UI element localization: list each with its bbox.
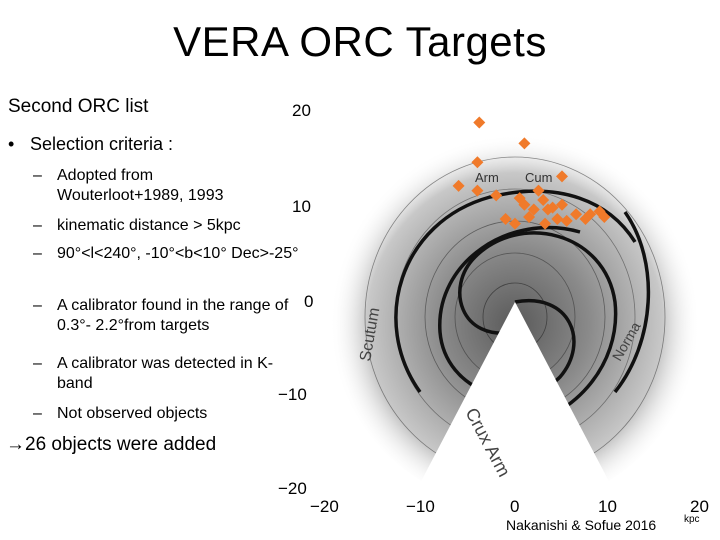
criterion-text: Adopted from Wouterloot+1989, 1993 xyxy=(57,167,224,204)
slide-subtitle: Second ORC list xyxy=(8,96,149,117)
dash-icon: – xyxy=(33,245,42,262)
target-marker xyxy=(570,208,583,221)
criterion-2: – kinematic distance > 5kpc xyxy=(33,216,287,236)
criteria-heading-text: Selection criteria : xyxy=(30,134,174,154)
result-text: →26 objects were added xyxy=(6,434,217,455)
dash-icon: – xyxy=(33,355,42,372)
arm-label: Arm xyxy=(475,170,499,185)
target-marker xyxy=(584,208,597,221)
y-tick: −10 xyxy=(278,385,307,404)
bullet-dot-icon: • xyxy=(8,134,15,154)
target-marker xyxy=(513,192,526,205)
target-marker xyxy=(541,203,554,216)
target-marker xyxy=(509,217,521,230)
y-tick: 0 xyxy=(304,292,313,311)
x-tick: −10 xyxy=(406,497,435,516)
dash-icon: – xyxy=(33,405,42,422)
target-marker xyxy=(518,198,531,211)
y-tick: 20 xyxy=(292,101,311,120)
criterion-3: –90°<l<240°, -10°<b<10° Dec>-25° xyxy=(33,244,305,264)
criterion-1: – Adopted from Wouterloot+1989, 1993 xyxy=(33,166,277,206)
unobserved-wedge xyxy=(405,302,625,512)
figure-unit: kpc xyxy=(684,514,700,525)
slide-title: VERA ORC Targets xyxy=(173,18,547,65)
y-tick: 10 xyxy=(292,197,311,216)
criterion-text: A calibrator found in the range of 0.3°-… xyxy=(57,297,289,334)
target-marker xyxy=(452,179,465,192)
x-tick: 0 xyxy=(510,497,519,516)
arm-label: Cum xyxy=(525,170,552,185)
spiral-arm xyxy=(458,231,618,429)
target-marker xyxy=(556,170,568,183)
target-marker xyxy=(499,212,512,225)
target-marker xyxy=(560,214,573,227)
dash-icon: – xyxy=(33,217,42,234)
target-marker xyxy=(532,184,545,197)
target-marker xyxy=(518,137,531,150)
target-marker xyxy=(471,184,484,197)
x-tick: −20 xyxy=(310,497,339,516)
criteria-heading: • Selection criteria : xyxy=(8,134,173,155)
target-marker xyxy=(527,203,540,216)
target-marker xyxy=(490,189,503,202)
dash-icon: – xyxy=(33,297,42,314)
criterion-4: – A calibrator found in the range of 0.3°… xyxy=(33,296,307,336)
criterion-6: – Not observed objects xyxy=(33,404,277,424)
target-marker xyxy=(537,194,550,207)
target-markers xyxy=(452,116,611,230)
target-marker xyxy=(523,211,536,224)
criterion-text: Not observed objects xyxy=(57,405,208,422)
target-marker xyxy=(546,201,559,214)
target-marker xyxy=(539,217,552,230)
target-marker xyxy=(598,211,611,224)
dash-icon: – xyxy=(33,167,42,184)
target-marker xyxy=(471,156,484,169)
y-tick: −20 xyxy=(278,479,307,498)
figure-credit: Nakanishi & Sofue 2016 xyxy=(506,517,657,533)
target-marker xyxy=(473,116,486,129)
spiral-arm xyxy=(613,210,651,394)
criterion-text: A calibrator was detected in K-band xyxy=(57,355,274,392)
criterion-text: kinematic distance > 5kpc xyxy=(57,217,241,234)
target-marker xyxy=(579,212,592,225)
criterion-text: 90°<l<240°, -10°<b<10° Dec>-25° xyxy=(57,245,299,262)
galaxy-map: 20 10 0 −10 −20 −20 −10 0 10 20 Arm Cum … xyxy=(278,100,709,516)
x-tick: 20 xyxy=(690,497,709,516)
target-marker xyxy=(551,212,564,225)
target-marker xyxy=(556,198,568,211)
x-tick: 10 xyxy=(598,497,617,516)
criterion-5: – A calibrator was detected in K-band xyxy=(33,354,279,394)
